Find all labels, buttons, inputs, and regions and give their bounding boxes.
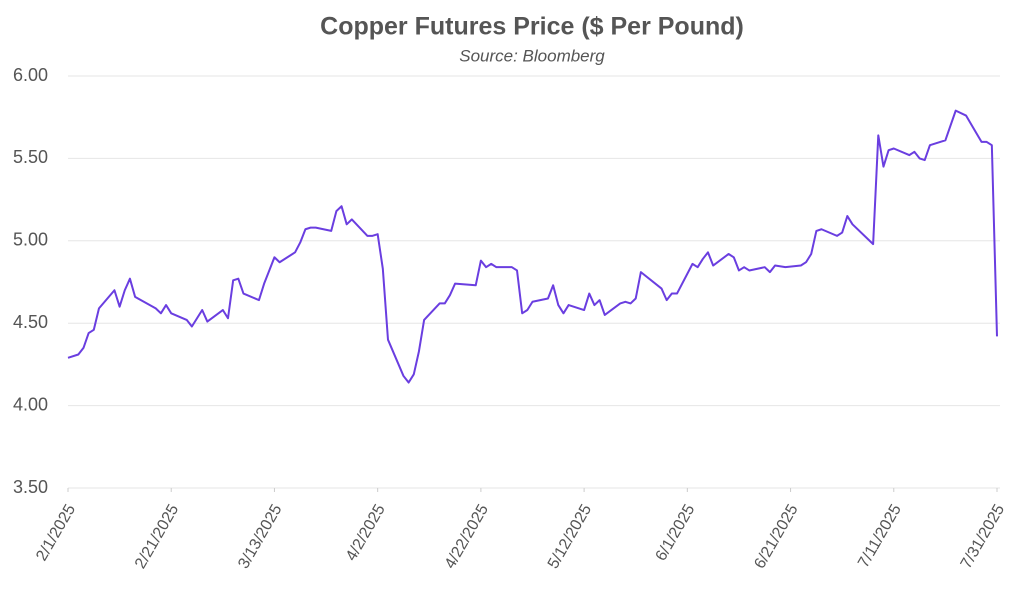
chart-title: Copper Futures Price ($ Per Pound) [320,13,744,41]
x-tick-label: 6/21/2025 [751,502,801,572]
x-tick-label: 7/11/2025 [855,502,905,571]
chart-subtitle: Source: Bloomberg [459,46,605,65]
x-tick-label: 2/21/2025 [132,502,182,572]
y-tick-label: 4.00 [13,394,48,414]
y-tick-label: 6.00 [13,65,48,85]
price-line [67,109,998,384]
x-tick-label: 2/1/2025 [33,502,79,565]
x-tick-label: 4/22/2025 [442,502,492,572]
y-tick-label: 3.50 [13,477,48,497]
x-tick-label: 5/12/2025 [545,502,595,572]
y-tick-label: 5.50 [13,147,48,167]
y-tick-label: 5.00 [13,230,48,250]
x-tick-label: 4/2/2025 [343,502,389,565]
x-tick-label: 6/1/2025 [653,502,699,565]
x-tick-label: 7/31/2025 [958,502,1008,572]
y-tick-label: 4.50 [13,312,48,332]
x-tick-label: 3/13/2025 [235,502,285,572]
